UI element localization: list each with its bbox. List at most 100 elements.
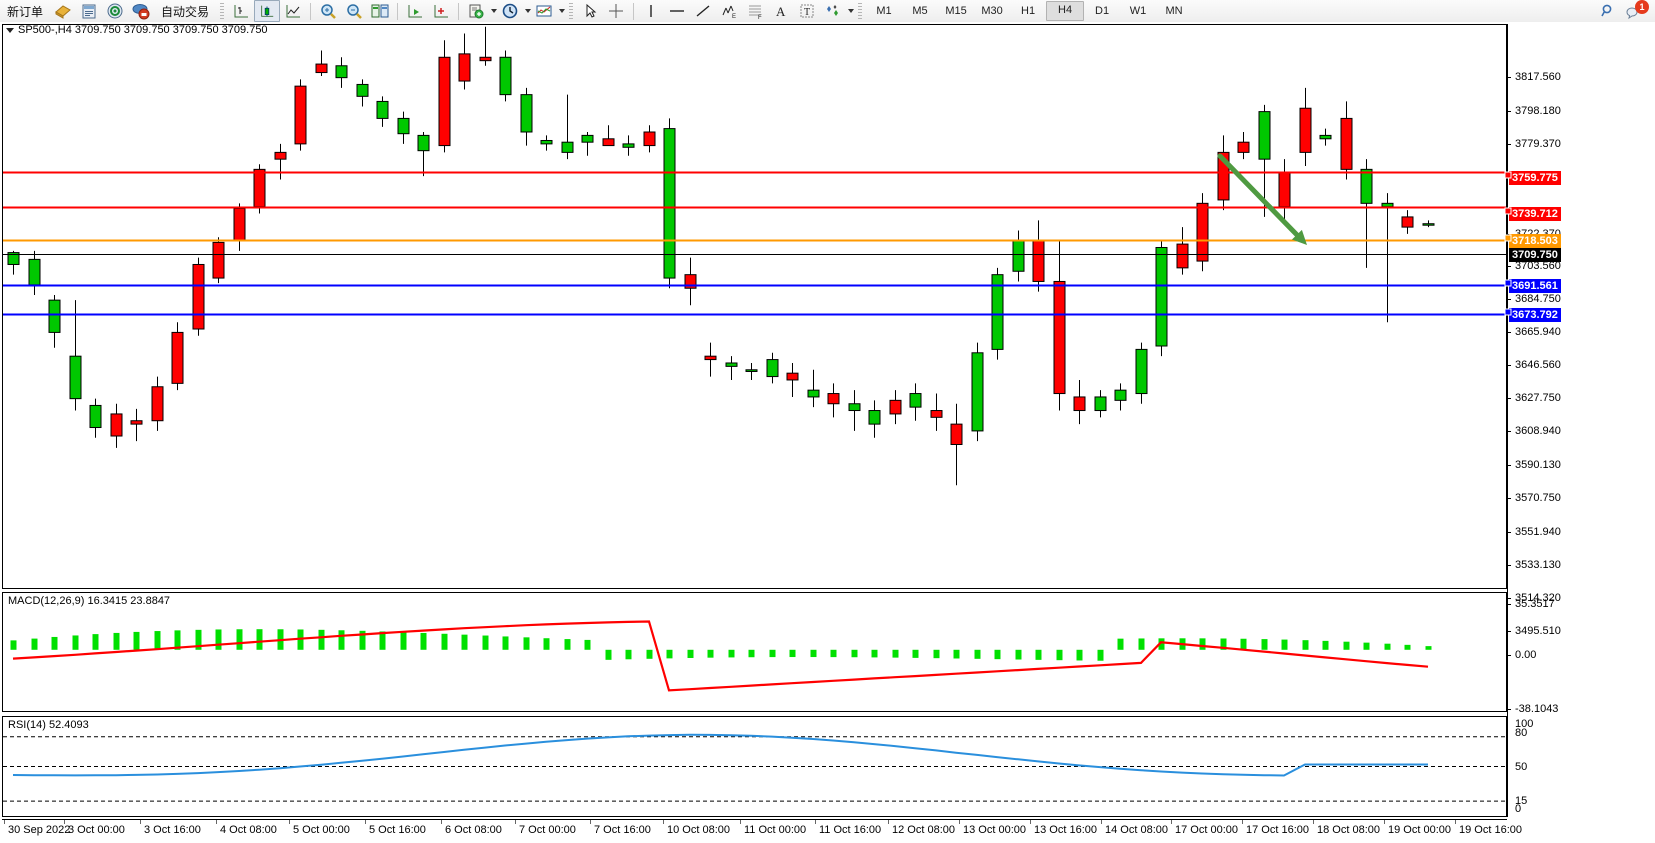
period-icon[interactable] (497, 1, 523, 21)
candlestick-icon[interactable] (254, 0, 281, 22)
indicators-icon[interactable] (463, 1, 489, 21)
line-chart-icon[interactable] (280, 1, 306, 21)
crosshair-icon[interactable] (603, 1, 629, 21)
period-dropdown-caret[interactable] (525, 9, 532, 13)
text-icon[interactable]: A (768, 1, 794, 21)
candle-body (1422, 223, 1435, 226)
trendline-icon[interactable] (690, 1, 716, 21)
autotrading-label: 自动交易 (161, 4, 210, 19)
macd-histogram-bar (584, 639, 591, 650)
candle-body (540, 139, 553, 145)
time-tick (663, 820, 664, 824)
candle (581, 131, 594, 156)
candle-body (69, 355, 82, 400)
macd-histogram-bar (215, 629, 222, 650)
price-line-handle[interactable] (1504, 171, 1512, 179)
timeframe-mn[interactable]: MN (1165, 5, 1183, 17)
candle-body (1176, 243, 1189, 269)
new-order-icon[interactable] (50, 1, 76, 21)
macd-pane[interactable]: MACD(12,26,9) 16.3415 23.8847 (2, 592, 1507, 712)
search-icon[interactable] (1595, 1, 1621, 21)
templates-dropdown-caret[interactable] (559, 9, 566, 13)
macd-histogram-bar (625, 649, 632, 660)
text-label-icon[interactable]: T (794, 1, 820, 21)
macd-histogram-bar (1302, 640, 1309, 650)
navigator-icon[interactable] (102, 1, 128, 21)
time-tick (959, 820, 960, 824)
indicators-dropdown-caret[interactable] (491, 9, 498, 13)
horizontal-line-icon[interactable] (664, 1, 690, 21)
time-label: 30 Sep 2022 (8, 824, 71, 836)
macd-tick-label: 0.00 (1515, 649, 1537, 661)
timeframe-m15[interactable]: M15 (945, 5, 967, 17)
candle-body (663, 128, 676, 279)
candle (807, 369, 820, 408)
macd-histogram-bar (113, 632, 120, 650)
chart-area[interactable]: SP500-,H4 3709.750 3709.750 3709.750 370… (0, 22, 1655, 843)
zoom-out-icon[interactable] (341, 1, 367, 21)
price-line-handle[interactable] (1504, 308, 1512, 316)
price-line-handle[interactable] (1504, 279, 1512, 287)
notifications-icon[interactable]: 1 (1621, 0, 1649, 21)
vertical-line-icon[interactable] (638, 1, 664, 21)
zoom-in-icon[interactable] (315, 1, 341, 21)
rsi-chart-svg (3, 733, 1506, 802)
price-label-resistance[interactable]: 3739.712 (1509, 207, 1561, 221)
candle (417, 131, 430, 177)
data-window-icon[interactable] (76, 1, 102, 21)
rsi-pane[interactable]: RSI(14) 52.4093 (2, 716, 1507, 817)
time-label: 17 Oct 00:00 (1175, 824, 1238, 836)
new-order-button[interactable]: 新订单 (0, 1, 50, 21)
timeframe-m1[interactable]: M1 (876, 5, 892, 17)
timeframe-w1[interactable]: W1 (1129, 5, 1147, 17)
timeframe-h4[interactable]: H4 (1046, 1, 1085, 21)
time-tick (815, 820, 816, 824)
price-label-support[interactable]: 3691.561 (1509, 279, 1561, 293)
price-line-handle[interactable] (1504, 207, 1512, 215)
terminal-icon[interactable] (128, 1, 154, 21)
bar-chart-icon[interactable] (228, 1, 254, 21)
candle-body (725, 362, 738, 367)
price-label-last[interactable]: 3709.750 (1509, 248, 1561, 262)
timeframe-h1[interactable]: H1 (1021, 5, 1036, 17)
svg-text:A: A (776, 4, 786, 19)
macd-histogram-bar (1138, 638, 1145, 650)
shapes-dropdown-caret[interactable] (848, 9, 855, 13)
candle-body (1012, 240, 1025, 272)
chart-collapse-icon[interactable] (6, 27, 14, 33)
cursor-icon[interactable] (577, 1, 603, 21)
timeframe-m5[interactable]: M5 (912, 5, 928, 17)
macd-histogram-bar (1384, 643, 1391, 650)
macd-histogram-bar (1015, 649, 1022, 660)
price-chart-svg (3, 26, 1506, 486)
elliott-wave-icon[interactable]: E (716, 1, 742, 21)
toolbar-grip-timeframes[interactable] (858, 2, 863, 20)
price-tick (1507, 365, 1511, 366)
shift-end-icon[interactable] (402, 1, 428, 21)
candle-body (950, 423, 963, 446)
price-line-handle[interactable] (1504, 234, 1512, 242)
price-label-pivot[interactable]: 3718.503 (1509, 234, 1561, 248)
tile-windows-icon[interactable] (367, 1, 393, 21)
price-tick-label: 3533.130 (1515, 559, 1561, 571)
timeframe-m30[interactable]: M30 (981, 5, 1003, 17)
toolbar-grip-charts[interactable] (220, 2, 225, 20)
timeframe-d1[interactable]: D1 (1095, 5, 1110, 17)
templates-icon[interactable] (531, 1, 557, 21)
toolbar-grip-tools[interactable] (569, 2, 574, 20)
price-scale[interactable]: 3817.560 3798.180 3779.370 3759.775 3739.712… (1504, 24, 1653, 817)
shapes-icon[interactable] (820, 1, 846, 21)
autotrading-button[interactable]: 自动交易 (154, 1, 216, 21)
price-label-resistance[interactable]: 3759.775 (1509, 171, 1561, 185)
price-tick-label: 3684.750 (1515, 293, 1561, 305)
time-label: 7 Oct 16:00 (594, 824, 651, 836)
fibonacci-icon[interactable]: F (742, 1, 768, 21)
price-label-support[interactable]: 3673.792 (1509, 308, 1561, 322)
price-tick (1507, 266, 1511, 267)
time-label: 17 Oct 16:00 (1246, 824, 1309, 836)
price-pane[interactable] (2, 24, 1507, 589)
macd-histogram-bar (871, 649, 878, 658)
auto-scroll-icon[interactable] (428, 1, 454, 21)
price-tick-label: 3665.940 (1515, 326, 1561, 338)
candle-body (561, 141, 574, 153)
